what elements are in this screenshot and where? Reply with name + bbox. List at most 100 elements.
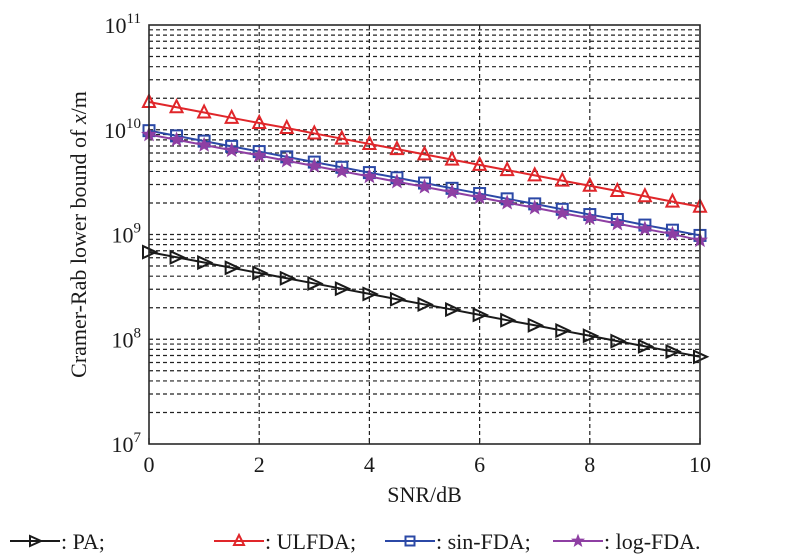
marker-triangle-up	[232, 532, 246, 546]
legend-item-log-fda: : log-FDA.	[553, 529, 701, 554]
marker-triangle-right	[279, 270, 297, 286]
marker-triangle-right	[665, 343, 682, 360]
legend-item-ulfda: : ULFDA;	[214, 529, 356, 554]
marker-triangle-right	[637, 338, 655, 354]
marker-star	[361, 168, 378, 184]
marker-star	[526, 199, 543, 215]
marker-triangle-up	[582, 176, 598, 192]
y-tick-exponent: 7	[134, 430, 142, 446]
x-tick-label: 8	[584, 452, 595, 477]
marker-triangle-up	[361, 134, 378, 150]
marker-star	[581, 209, 598, 226]
marker-star	[444, 183, 461, 199]
y-tick-label: 1011	[105, 11, 141, 38]
marker-triangle-up	[306, 124, 322, 140]
marker-star	[306, 157, 323, 173]
x-axis-ticks: 0 2 4 6 8 10	[144, 438, 711, 477]
marker-triangle-right	[582, 328, 600, 344]
marker-triangle-up	[416, 145, 433, 161]
legend-label: : log-FDA.	[604, 529, 701, 554]
marker-triangle-right	[389, 291, 407, 307]
series-pa	[142, 244, 710, 365]
marker-triangle-right	[224, 260, 242, 276]
legend-label: : ULFDA;	[265, 529, 356, 554]
marker-star	[168, 131, 185, 147]
marker-star	[636, 220, 653, 236]
y-tick-label: 109	[112, 221, 142, 248]
marker-triangle-right	[252, 265, 269, 281]
x-tick-label: 0	[144, 452, 155, 477]
y-axis-label-unit: /m	[66, 91, 91, 114]
y-axis-label: Cramer-Rab lower bound of x/m	[66, 91, 91, 378]
grid-lines	[149, 25, 700, 444]
marker-triangle-right	[445, 302, 462, 318]
marker-triangle-up	[444, 150, 460, 166]
legend-item-pa: : PA;	[10, 529, 105, 554]
y-tick-base: 10	[105, 13, 127, 38]
y-tick-exponent: 9	[134, 221, 142, 237]
marker-triangle-up	[196, 103, 212, 119]
marker-triangle-right	[417, 296, 434, 312]
marker-star	[471, 188, 488, 205]
marker-triangle-up	[527, 166, 543, 182]
marker-star	[570, 533, 586, 548]
y-tick-base: 10	[112, 327, 134, 352]
marker-star	[278, 152, 295, 168]
series-line	[148, 251, 701, 358]
y-axis-label-variable: x	[66, 114, 91, 125]
marker-star	[388, 173, 405, 189]
marker-triangle-up	[224, 108, 240, 124]
marker-triangle-up	[279, 118, 295, 134]
marker-star	[333, 162, 350, 179]
marker-triangle-right	[527, 317, 545, 333]
y-tick-exponent: 8	[134, 325, 142, 341]
marker-triangle-up	[637, 186, 653, 203]
legend-item-sin-fda: : sin-FDA;	[385, 529, 531, 554]
legend-label: : PA;	[61, 529, 105, 554]
y-tick-label: 108	[112, 325, 142, 352]
legend-label: : sin-FDA;	[436, 529, 531, 554]
marker-triangle-right	[362, 286, 379, 302]
legend: : PA; : ULFDA; : sin-FDA; : log-FDA.	[10, 529, 701, 554]
y-axis-label-prefix: Cramer-Rab lower bound of	[66, 124, 91, 378]
marker-triangle-right	[29, 534, 44, 548]
marker-triangle-up	[499, 160, 515, 177]
marker-triangle-up	[168, 98, 185, 114]
series-layer	[140, 92, 710, 365]
x-tick-label: 4	[364, 452, 375, 477]
marker-triangle-right	[555, 323, 572, 339]
marker-triangle-up	[389, 139, 405, 156]
marker-triangle-up	[334, 129, 350, 145]
marker-triangle-right	[610, 333, 627, 349]
series-line	[148, 101, 701, 208]
marker-star	[251, 147, 268, 163]
y-tick-base: 10	[112, 223, 134, 248]
x-axis-label: SNR/dB	[387, 482, 462, 507]
y-tick-exponent: 10	[126, 116, 141, 132]
marker-triangle-up	[554, 171, 570, 187]
y-tick-exponent: 11	[127, 11, 141, 27]
marker-star	[554, 204, 571, 220]
y-tick-label: 1010	[104, 116, 141, 143]
marker-triangle-up	[664, 192, 681, 208]
marker-triangle-up	[609, 181, 625, 198]
marker-triangle-right	[307, 275, 324, 292]
y-tick-base: 10	[104, 118, 126, 143]
y-tick-base: 10	[112, 432, 134, 457]
marker-triangle-right	[472, 307, 489, 323]
marker-star	[499, 194, 516, 210]
marker-triangle-up	[251, 113, 267, 129]
marker-star	[609, 215, 626, 231]
series-ulfda	[141, 92, 708, 213]
marker-star	[416, 178, 433, 194]
marker-star	[196, 136, 213, 152]
marker-square	[404, 535, 416, 547]
x-tick-label: 10	[689, 452, 711, 477]
plot-frame	[148, 24, 701, 445]
marker-triangle-right	[334, 281, 352, 297]
x-tick-label: 6	[474, 452, 485, 477]
marker-triangle-right	[500, 312, 517, 328]
x-tick-label: 2	[254, 452, 265, 477]
